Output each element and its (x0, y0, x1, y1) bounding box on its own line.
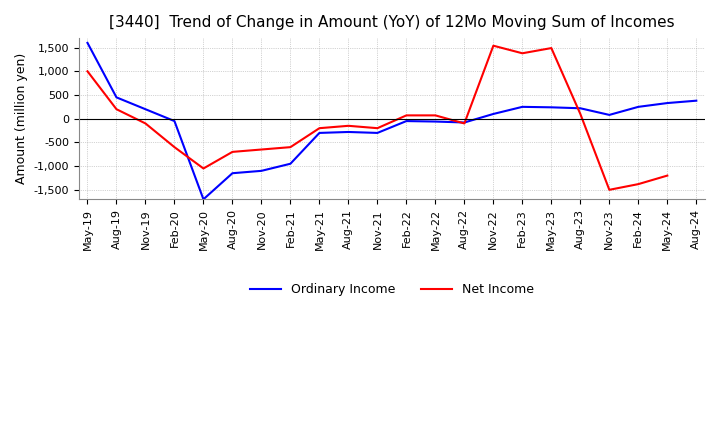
Net Income (373, 125, 382, 131)
Net Income (663, 173, 672, 178)
Ordinary Income (344, 129, 353, 135)
Ordinary Income (199, 197, 208, 202)
Net Income (576, 111, 585, 117)
Net Income (402, 113, 410, 118)
Net Income (605, 187, 613, 192)
Net Income (286, 144, 294, 150)
Y-axis label: Amount (million yen): Amount (million yen) (15, 53, 28, 184)
Ordinary Income (605, 112, 613, 117)
Net Income (141, 121, 150, 126)
Ordinary Income (315, 130, 324, 136)
Title: [3440]  Trend of Change in Amount (YoY) of 12Mo Moving Sum of Incomes: [3440] Trend of Change in Amount (YoY) o… (109, 15, 675, 30)
Ordinary Income (576, 106, 585, 111)
Net Income (315, 125, 324, 131)
Net Income (83, 69, 91, 74)
Ordinary Income (663, 100, 672, 106)
Net Income (460, 121, 469, 126)
Ordinary Income (634, 104, 643, 110)
Net Income (344, 123, 353, 128)
Line: Ordinary Income: Ordinary Income (87, 43, 696, 199)
Ordinary Income (402, 118, 410, 124)
Ordinary Income (431, 119, 440, 124)
Net Income (431, 113, 440, 118)
Ordinary Income (141, 106, 150, 112)
Ordinary Income (460, 120, 469, 125)
Net Income (228, 149, 237, 154)
Ordinary Income (373, 130, 382, 136)
Net Income (112, 106, 121, 112)
Ordinary Income (286, 161, 294, 166)
Net Income (518, 51, 526, 56)
Ordinary Income (692, 98, 701, 103)
Ordinary Income (547, 105, 556, 110)
Net Income (489, 43, 498, 48)
Ordinary Income (518, 104, 526, 110)
Ordinary Income (112, 95, 121, 100)
Net Income (199, 166, 208, 171)
Net Income (257, 147, 266, 152)
Ordinary Income (170, 118, 179, 124)
Net Income (634, 181, 643, 187)
Ordinary Income (489, 111, 498, 117)
Legend: Ordinary Income, Net Income: Ordinary Income, Net Income (245, 278, 539, 301)
Ordinary Income (228, 171, 237, 176)
Line: Net Income: Net Income (87, 46, 667, 190)
Ordinary Income (83, 40, 91, 45)
Ordinary Income (257, 168, 266, 173)
Net Income (170, 144, 179, 150)
Net Income (547, 45, 556, 51)
